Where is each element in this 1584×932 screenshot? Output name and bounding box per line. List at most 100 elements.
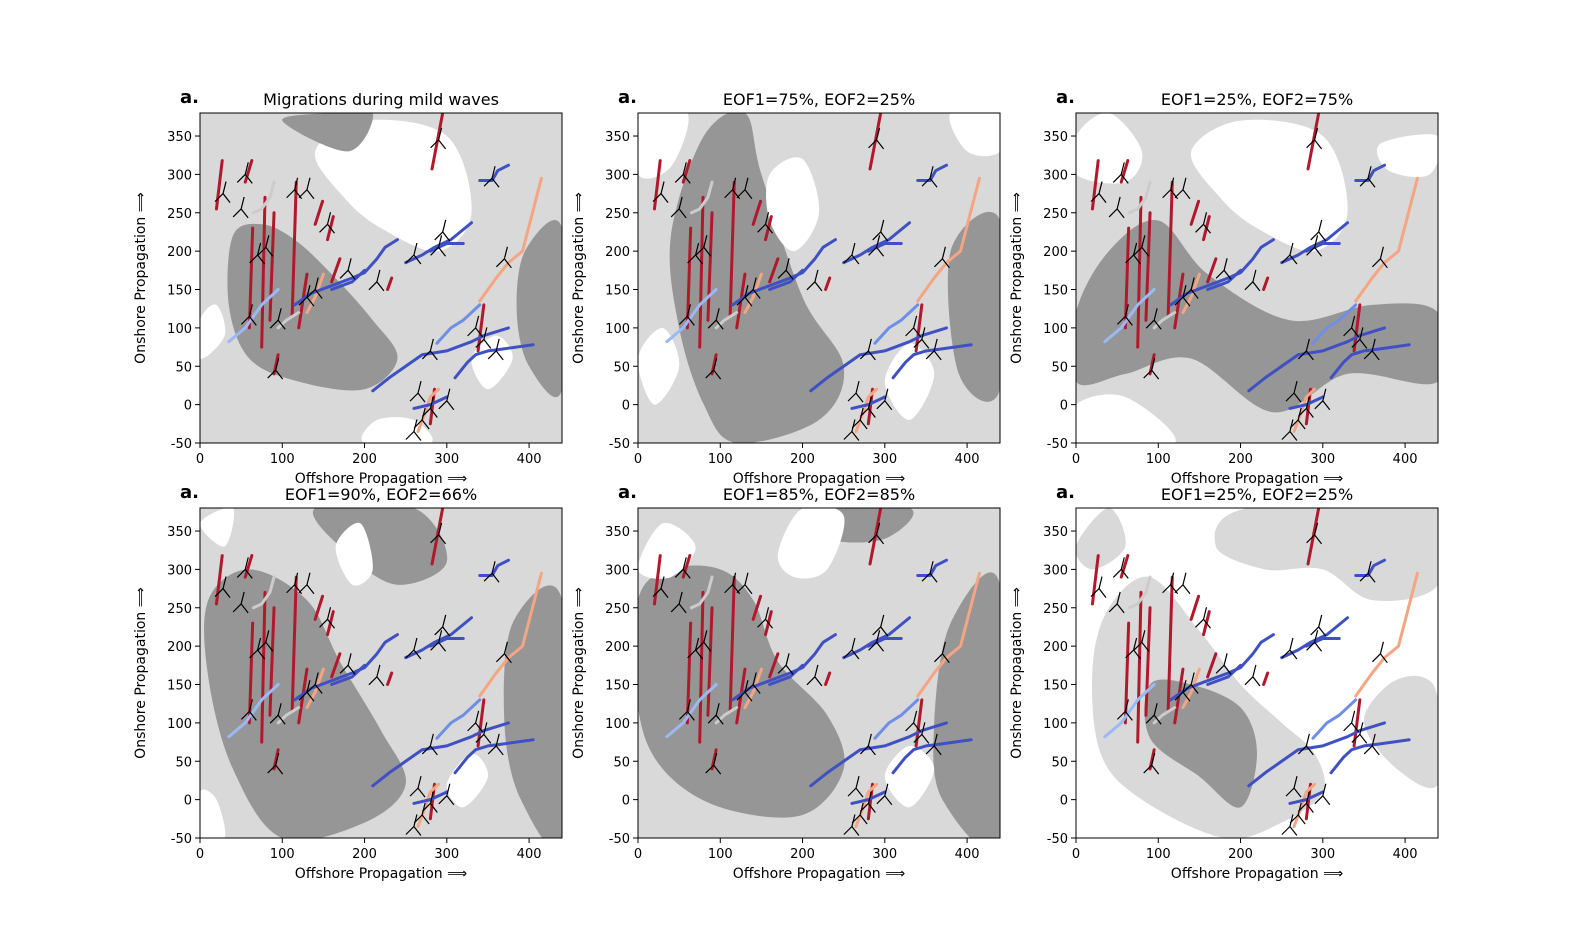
y-tick-label: 250: [605, 602, 630, 617]
arrow-marker-5: [695, 235, 712, 257]
migration-path-10: [768, 257, 780, 284]
arrow-marker-17: [868, 630, 885, 652]
arrow-marker-21: [495, 246, 512, 269]
arrow-marker-8: [267, 357, 284, 380]
migration-path-6: [290, 575, 298, 713]
y-tick-label: 250: [167, 602, 192, 617]
arrow-marker-12: [1182, 672, 1199, 694]
arrow-marker-22: [467, 710, 484, 733]
migration-path-26: [768, 268, 805, 292]
arrow-marker-27: [859, 396, 876, 418]
migration-path-23: [478, 163, 511, 183]
migration-path-13: [914, 303, 924, 353]
arrow-marker-15: [1244, 664, 1261, 687]
x-tick-label: 100: [708, 452, 733, 467]
x-tick-label: 200: [352, 847, 377, 862]
arrow-marker-9: [286, 177, 303, 200]
y-tick-label: 0: [1060, 794, 1068, 809]
arrow-marker-16: [405, 242, 422, 265]
migration-path-23: [478, 558, 511, 578]
panel-title: EOF1=85%, EOF2=85%: [723, 485, 915, 504]
arrow-marker-20: [483, 561, 500, 583]
x-tick-label: 100: [270, 452, 295, 467]
x-tick-label: 0: [634, 847, 642, 862]
migration-path-6: [1166, 180, 1174, 318]
y-tick-label: 300: [605, 563, 630, 578]
arrow-marker-22: [1343, 710, 1360, 733]
arrow-marker-7: [269, 703, 286, 725]
arrow-marker-26: [847, 775, 864, 798]
y-tick-label: 350: [167, 525, 192, 540]
migration-path-29: [1127, 180, 1152, 215]
y-axis-label: Onshore Propagation ⟹: [1009, 192, 1025, 364]
arrow-marker-27: [1297, 791, 1314, 813]
migration-path-20: [1329, 738, 1411, 775]
migration-path-30: [1152, 706, 1177, 725]
panel-letter: a.: [1056, 87, 1075, 108]
arrow-marker-12: [306, 672, 323, 694]
y-tick-label: 200: [167, 640, 192, 655]
y-tick-label: 100: [167, 717, 192, 732]
arrow-marker-18: [872, 614, 889, 637]
y-tick-label: 50: [175, 755, 192, 770]
x-tick-label: 400: [955, 847, 980, 862]
panel-letter: a.: [618, 482, 637, 503]
migration-path-8: [751, 199, 763, 226]
y-axis-label: Onshore Propagation ⟹: [571, 192, 587, 364]
shaded-field: [1076, 508, 1438, 838]
migration-path-3: [1123, 621, 1131, 725]
panel-3: 0 100 200 300 400 -50 0 50 100 150 200 250 300 350 Off…: [1009, 87, 1439, 487]
x-axis-label: Offshore Propagation ⟹: [733, 866, 905, 882]
migration-path-29: [251, 180, 276, 215]
migration-path-29: [689, 180, 714, 215]
arrow-marker-18: [1310, 614, 1327, 637]
y-tick-label: -50: [609, 832, 630, 847]
field-region-dark: [312, 508, 448, 585]
panel-title: EOF1=25%, EOF2=75%: [1161, 90, 1353, 109]
arrow-marker-7: [1145, 308, 1162, 330]
migration-path-2: [681, 159, 692, 184]
arrow-marker-6: [240, 699, 257, 721]
migration-path-25: [866, 636, 903, 648]
y-tick-label: 200: [167, 245, 192, 260]
x-tick-label: 100: [270, 847, 295, 862]
x-tick-label: 400: [517, 452, 542, 467]
arrow-marker-25: [859, 338, 876, 361]
arrow-marker-16: [1281, 242, 1298, 265]
field-region-white: [1076, 394, 1176, 443]
migration-path-11: [386, 671, 394, 687]
arrow-marker-9: [724, 177, 741, 200]
x-tick-label: 100: [708, 847, 733, 862]
migration-path-18: [305, 667, 325, 710]
y-tick-label: 300: [167, 563, 192, 578]
migration-path-5: [706, 606, 714, 717]
migration-path-10: [330, 652, 342, 679]
migration-path-28: [665, 288, 718, 344]
panel-letter: a.: [1056, 482, 1075, 503]
x-tick-label: 400: [517, 847, 542, 862]
axes-frame: [637, 507, 1001, 839]
y-axis-label: Onshore Propagation ⟹: [133, 587, 149, 759]
migration-path-1: [214, 159, 224, 211]
migration-path-20: [1329, 343, 1411, 380]
migration-path-16: [478, 176, 543, 303]
y-axis-label: Onshore Propagation ⟹: [1009, 587, 1025, 759]
y-tick-label: 250: [605, 207, 630, 222]
migration-lines: [1090, 113, 1419, 441]
x-tick-label: 0: [196, 847, 204, 862]
arrow-marker-15: [806, 664, 823, 687]
migration-path-10: [768, 652, 780, 679]
arrow-marker-21: [1371, 246, 1388, 269]
field-region-dark: [669, 113, 845, 443]
migration-lines: [1090, 508, 1419, 836]
arrow-marker-15: [368, 664, 385, 687]
migration-path-28: [1103, 683, 1156, 739]
arrow-marker-12: [1182, 277, 1199, 299]
axes-frame: [199, 507, 563, 839]
arrow-marker-8: [1143, 752, 1160, 775]
arrow-marker-14: [1215, 258, 1232, 280]
arrow-marker-18: [434, 219, 451, 242]
arrow-marker-17: [430, 235, 447, 257]
migration-path-28: [665, 683, 718, 739]
